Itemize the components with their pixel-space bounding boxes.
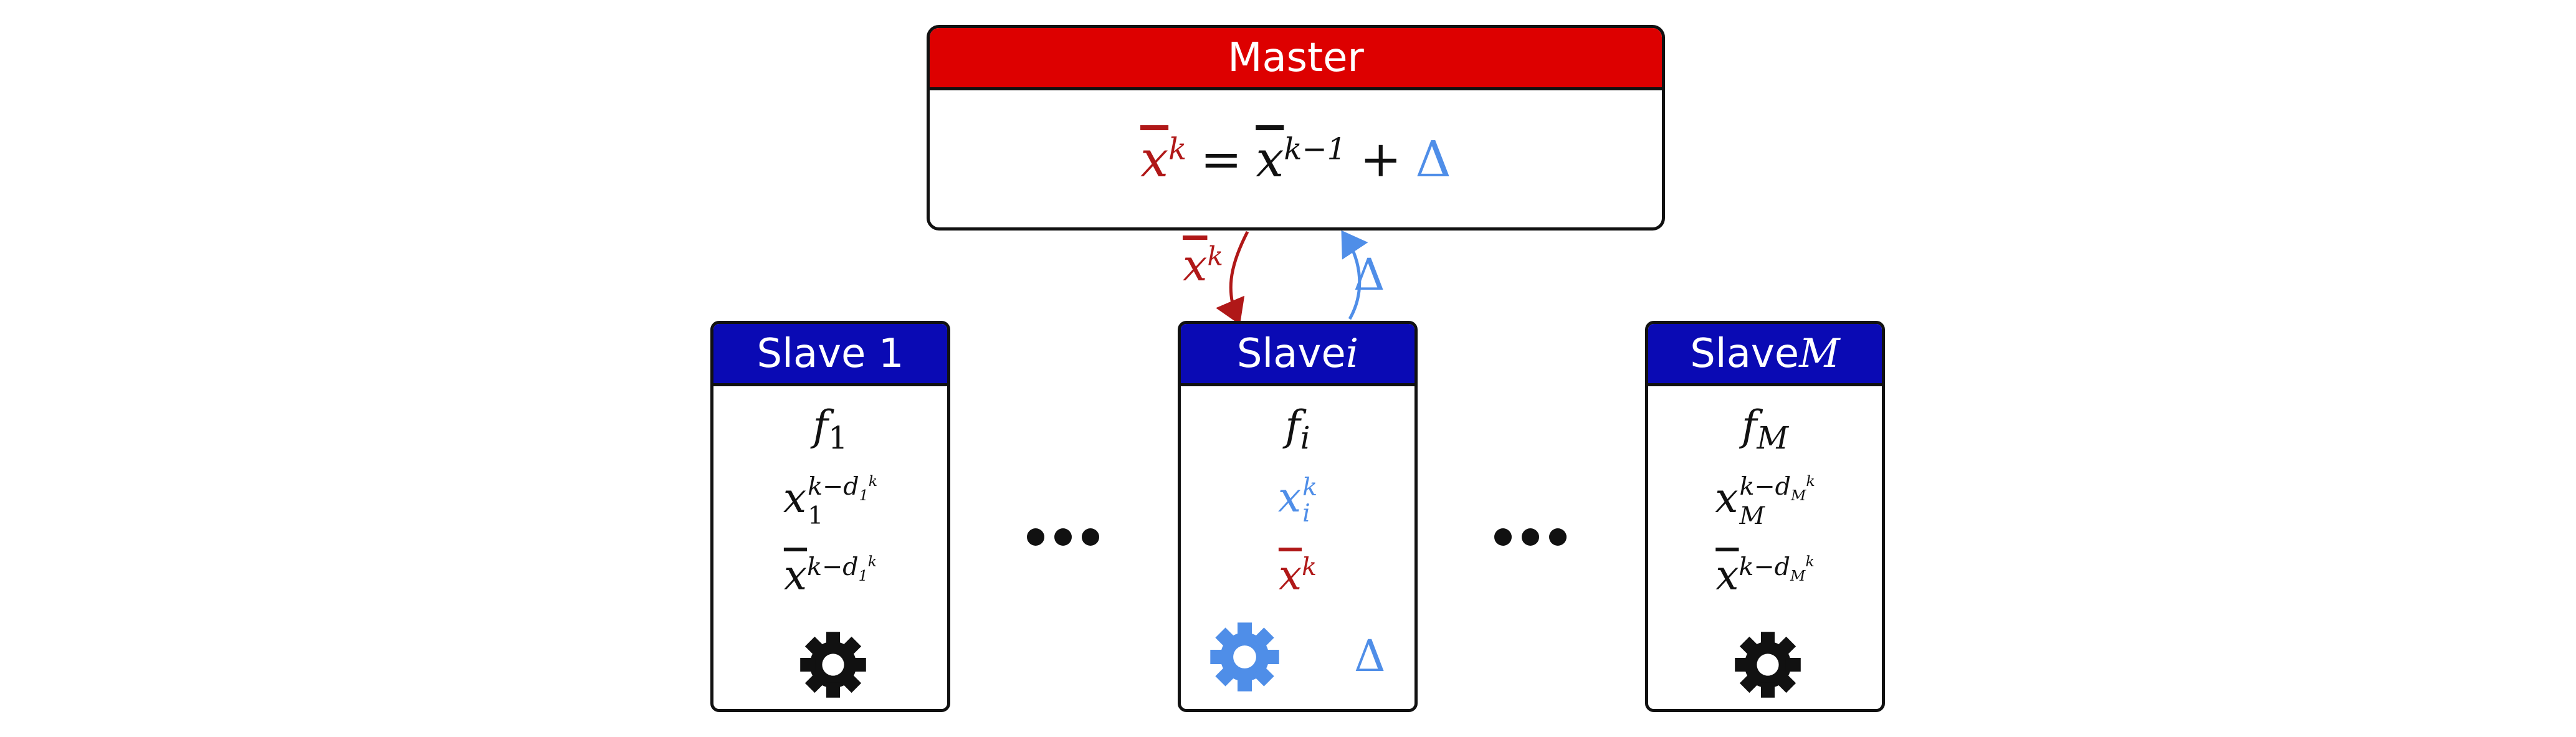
slave-m-function: fM — [1741, 402, 1789, 457]
slave-m-delayed-x: x k−dMk M — [1715, 472, 1815, 531]
gear-icon — [1210, 622, 1279, 692]
master-delta: Δ — [1415, 130, 1452, 188]
master-node: Master xk = xk−1 + Δ — [927, 25, 1665, 231]
slave-1-function: f1 — [813, 402, 848, 457]
gear-icon — [800, 632, 866, 698]
master-xbar-k: xk — [1140, 130, 1187, 188]
slave-m-delayed-xbar: xk−dMk — [1715, 551, 1815, 599]
slave-1-delayed-xbar: xk−d1k — [783, 551, 877, 599]
down-arrow — [1216, 231, 1249, 325]
up-edge-label: Δ — [1353, 249, 1385, 300]
slave-i-output-delta: Δ — [1354, 630, 1386, 682]
up-arrow — [1341, 230, 1368, 320]
slave-header-i: Slave i — [1181, 324, 1414, 386]
gear-icon — [1735, 632, 1801, 698]
plus-sign: + — [1360, 130, 1402, 188]
slave-1-delayed-x: x k−d1k 1 — [783, 472, 878, 531]
slave-header-1: Slave 1 — [713, 324, 947, 386]
master-header: Master — [930, 28, 1662, 90]
slave-title-i: Slave — [1236, 330, 1346, 377]
slave-i-function: fi — [1285, 402, 1310, 457]
down-edge-label: xk — [1183, 240, 1223, 291]
master-update-equation: xk = xk−1 + Δ — [930, 90, 1662, 227]
slave-title-m: Slave — [1690, 330, 1800, 377]
master-xbar-k-minus-1: xk−1 — [1256, 130, 1347, 188]
slave-title-1: Slave 1 — [756, 330, 904, 377]
master-title: Master — [1228, 34, 1364, 81]
equals-sign: = — [1200, 130, 1243, 188]
slave-i-xbar: xk — [1278, 551, 1317, 599]
slave-node-m: Slave M fM x k−dMk M xk−dMk — [1645, 321, 1885, 712]
slave-header-m: Slave M — [1648, 324, 1882, 386]
slave-node-1: Slave 1 f1 x k−d1k 1 xk−d1k — [710, 321, 950, 712]
